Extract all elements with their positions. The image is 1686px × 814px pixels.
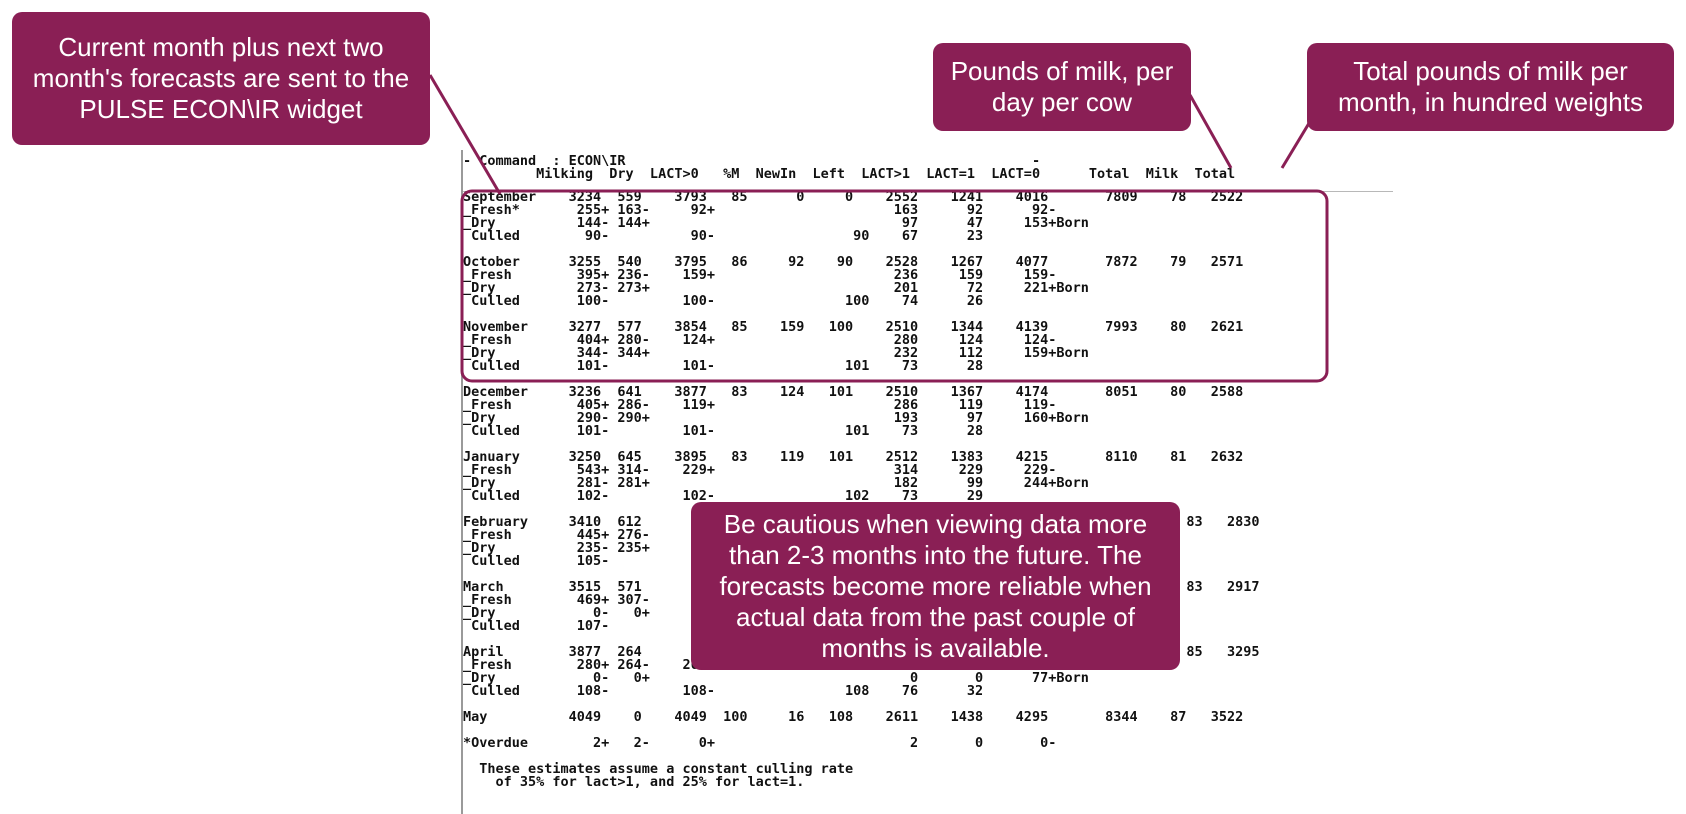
terminal-header: - Command : ECON\IR - Milking Dry LACT>0… xyxy=(463,154,1236,182)
table-row: _Fresh 405+ 286- 119+ 286 119 119- xyxy=(463,397,1057,413)
table-row: Culled 107- xyxy=(463,618,610,634)
table-row: _Fresh 445+ 276- xyxy=(463,527,650,543)
table-row: December 3236 641 3877 83 124 101 2510 1… xyxy=(463,384,1244,400)
table-row: These estimates assume a constant cullin… xyxy=(463,761,854,777)
table-row: Culled 102- 102- 102 73 29 xyxy=(463,488,984,504)
table-row: Culled 105- xyxy=(463,553,610,569)
table-row: _Fresh 469+ 307- xyxy=(463,592,650,608)
total-milk-callout: Total pounds of milk per month, in hundr… xyxy=(1307,43,1674,131)
caution-callout: Be cautious when viewing data more than … xyxy=(691,502,1180,670)
table-row: _Fresh 543+ 314- 229+ 314 229 229- xyxy=(463,462,1057,478)
table-row: Culled 101- 101- 101 73 28 xyxy=(463,423,984,439)
column-header-row: Milking Dry LACT>0 %M NewIn Left LACT>1 … xyxy=(463,166,1236,182)
forecast-widget-callout: Current month plus next two month's fore… xyxy=(12,12,430,145)
milk-per-cow-callout: Pounds of milk, per day per cow xyxy=(933,43,1191,131)
table-row: Culled 100- 100- 100 74 26 xyxy=(463,293,984,309)
table-row: May 4049 0 4049 100 16 108 2611 1438 429… xyxy=(463,709,1244,725)
table-row: Culled 90- 90- 90 67 23 xyxy=(463,228,984,244)
table-row: Culled 108- 108- 108 76 32 xyxy=(463,683,984,699)
table-row: Culled 101- 101- 101 73 28 xyxy=(463,358,984,374)
table-row: _Dry 235- 235+ xyxy=(463,540,650,556)
table-row: _Dry 0- 0+ xyxy=(463,605,650,621)
table-row: _Dry 281- 281+ 182 99 244+Born xyxy=(463,475,1089,491)
table-row: of 35% for lact>1, and 25% for lact=1. xyxy=(463,774,805,790)
table-row: _Dry 290- 290+ 193 97 160+Born xyxy=(463,410,1089,426)
table-row: *Overdue 2+ 2- 0+ 2 0 0- xyxy=(463,735,1057,751)
forecast-table: September 3234 559 3793 85 0 0 2552 1241… xyxy=(463,190,1260,790)
table-row: _Dry 0- 0+ 0 0 77+Born xyxy=(463,670,1089,686)
table-row: January 3250 645 3895 83 119 101 2512 13… xyxy=(463,449,1244,465)
terminal-left-border xyxy=(461,150,463,814)
table-row: March 3515 571 8300 83 2917 xyxy=(463,579,1260,595)
